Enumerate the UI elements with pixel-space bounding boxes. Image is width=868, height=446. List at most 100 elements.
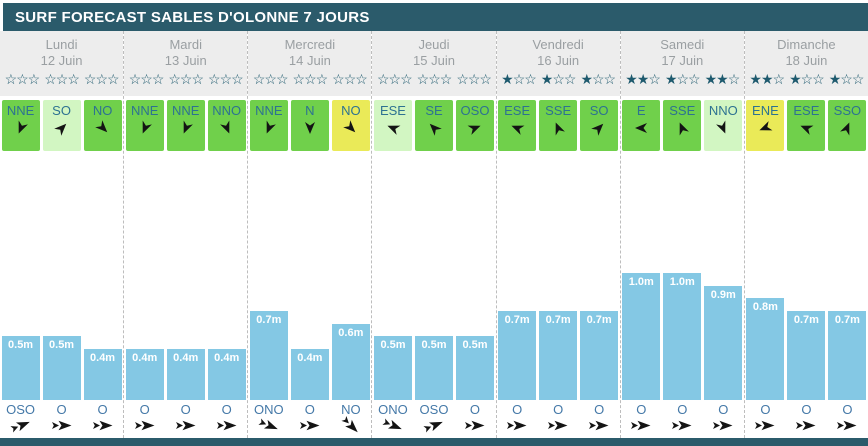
swell-arrow-icon <box>589 421 609 431</box>
wave-bar: 0.7m <box>828 311 867 400</box>
wind-direction-label: SO <box>52 103 71 118</box>
wave-bar: 0.7m <box>580 311 619 400</box>
day-column: Samedi 17 Juin ★★☆ ★☆☆ ★★☆ E SSE NNO 1.0m 1.0m 0.9… <box>619 31 744 438</box>
wave-bar: 0.9m <box>704 286 743 400</box>
swell-cell: O <box>167 400 205 438</box>
wind-arrow-icon <box>591 123 604 136</box>
swell-direction-label: O <box>553 402 564 417</box>
star-group: ☆☆☆ <box>456 71 492 87</box>
day-header[interactable]: Vendredi 16 Juin ★☆☆ ★☆☆ ★☆☆ <box>496 31 620 96</box>
wind-arrow-icon <box>183 120 193 134</box>
wind-row: NNE SO NO <box>0 100 123 151</box>
wind-cell: NNO <box>207 100 246 151</box>
wave-bar: 0.4m <box>166 349 205 400</box>
wind-cell: ESE <box>787 100 826 151</box>
star-group: ☆☆☆ <box>83 71 120 87</box>
wind-direction-label: NNO <box>212 103 242 118</box>
wave-height-label: 0.6m <box>338 327 364 339</box>
wind-direction-label: SE <box>425 103 443 118</box>
day-header[interactable]: Mercredi 14 Juin ☆☆☆ ☆☆☆ ☆☆☆ <box>248 31 372 96</box>
wave-bar: 0.4m <box>125 349 164 400</box>
swell-arrow-icon <box>258 418 278 430</box>
wind-direction-label: OSO <box>460 103 490 118</box>
wave-bar: 1.0m <box>622 273 661 400</box>
wave-height-label: 0.5m <box>49 339 75 351</box>
star-group: ☆☆☆ <box>208 71 244 87</box>
swell-arrow-icon <box>548 421 568 431</box>
star-group: ☆☆☆ <box>4 71 41 87</box>
wind-direction-label: N <box>305 103 315 118</box>
wave-bar: 0.4m <box>290 349 329 400</box>
swell-direction-label: O <box>180 402 191 417</box>
wave-bar: 0.5m <box>455 336 494 400</box>
star-group: ★★☆ <box>749 71 785 87</box>
swell-direction-label: O <box>718 402 729 417</box>
swell-arrow-icon <box>631 421 651 431</box>
wind-arrow-icon <box>304 122 315 134</box>
swell-cell: O <box>291 400 329 438</box>
day-header[interactable]: Mardi 13 Juin ☆☆☆ ☆☆☆ ☆☆☆ <box>124 31 248 96</box>
day-header[interactable]: Samedi 17 Juin ★★☆ ★☆☆ ★★☆ <box>620 31 744 96</box>
day-name: Mercredi <box>284 37 336 52</box>
swell-cell: O <box>208 400 246 438</box>
wind-cell: NNE <box>249 100 288 151</box>
swell-arrow-icon <box>423 422 443 433</box>
day-name: Vendredi <box>532 37 584 52</box>
swell-arrow-icon <box>175 421 196 431</box>
wind-arrow-icon <box>94 120 107 133</box>
wind-arrow-icon <box>429 123 442 136</box>
swell-direction-label: NO <box>341 402 361 417</box>
day-column: Dimanche 18 Juin ★★☆ ★☆☆ ★☆☆ ENE ESE SSO 0.8m 0.7… <box>743 31 868 438</box>
star-rating: ☆☆☆ ☆☆☆ ☆☆☆ <box>372 72 495 86</box>
star-group: ☆☆☆ <box>252 71 289 87</box>
wind-direction-label: NNE <box>255 103 283 118</box>
wind-direction-label: ESE <box>504 103 531 118</box>
day-header[interactable]: Lundi 12 Juin ☆☆☆ ☆☆☆ ☆☆☆ <box>0 31 124 96</box>
swell-cell: ONO <box>374 400 412 438</box>
day-header[interactable]: Jeudi 15 Juin ☆☆☆ ☆☆☆ ☆☆☆ <box>372 31 496 96</box>
wind-cell: NO <box>83 100 122 151</box>
star-group: ★☆☆ <box>789 71 825 87</box>
star-rating: ☆☆☆ ☆☆☆ ☆☆☆ <box>248 72 371 86</box>
swell-arrow-icon <box>299 421 320 431</box>
star-group: ☆☆☆ <box>128 71 165 87</box>
wind-cell: SO <box>42 100 81 151</box>
swell-direction-label: O <box>760 402 771 417</box>
swell-direction-label: OSO <box>419 402 449 417</box>
wind-row: ESE SE OSO <box>372 100 495 151</box>
wave-height-label: 0.5m <box>380 339 406 351</box>
day-column: Mercredi 14 Juin ☆☆☆ ☆☆☆ ☆☆☆ NNE N NO 0.7m 0.4m 0.… <box>247 31 372 438</box>
day-date: 12 Juin <box>40 53 83 68</box>
day-name: Jeudi <box>418 37 450 52</box>
swell-arrow-icon <box>796 421 816 431</box>
swell-cell: O <box>43 400 81 438</box>
wind-cell: NNO <box>704 100 743 151</box>
wind-cell: ESE <box>498 100 537 151</box>
swell-direction-label: ONO <box>254 402 284 417</box>
star-rating: ★★☆ ★☆☆ ★★☆ <box>621 72 744 86</box>
wind-direction-label: SSE <box>545 103 572 118</box>
day-header[interactable]: Dimanche 18 Juin ★★☆ ★☆☆ ★☆☆ <box>744 31 868 96</box>
wave-height-label: 0.7m <box>256 314 282 326</box>
star-group: ☆☆☆ <box>44 71 80 87</box>
wave-height-label: 0.4m <box>173 352 199 364</box>
star-group: ★☆☆ <box>540 71 577 87</box>
wave-height-chart: 0.5m 0.5m 0.4m <box>0 151 123 400</box>
day-column: Mardi 13 Juin ☆☆☆ ☆☆☆ ☆☆☆ NNE NNE NNO 0.4m 0.4m 0.… <box>123 31 248 438</box>
swell-cell: O <box>126 400 164 438</box>
day-name: Dimanche <box>777 37 836 52</box>
wind-direction-label: SSO <box>833 103 862 118</box>
wind-arrow-icon <box>716 120 726 134</box>
wind-cell: NNE <box>166 100 205 151</box>
wave-height-label: 0.5m <box>8 339 34 351</box>
swell-arrow-icon <box>92 421 113 431</box>
page-title: SURF FORECAST SABLES D'OLONNE 7 JOURS <box>15 8 370 26</box>
wave-height-label: 0.8m <box>752 301 778 313</box>
wave-height-label: 0.4m <box>214 352 240 364</box>
wind-cell: NNE <box>125 100 164 151</box>
swell-direction-label: O <box>97 402 108 417</box>
swell-arrow-icon <box>341 416 358 433</box>
swell-direction-label: O <box>56 402 67 417</box>
